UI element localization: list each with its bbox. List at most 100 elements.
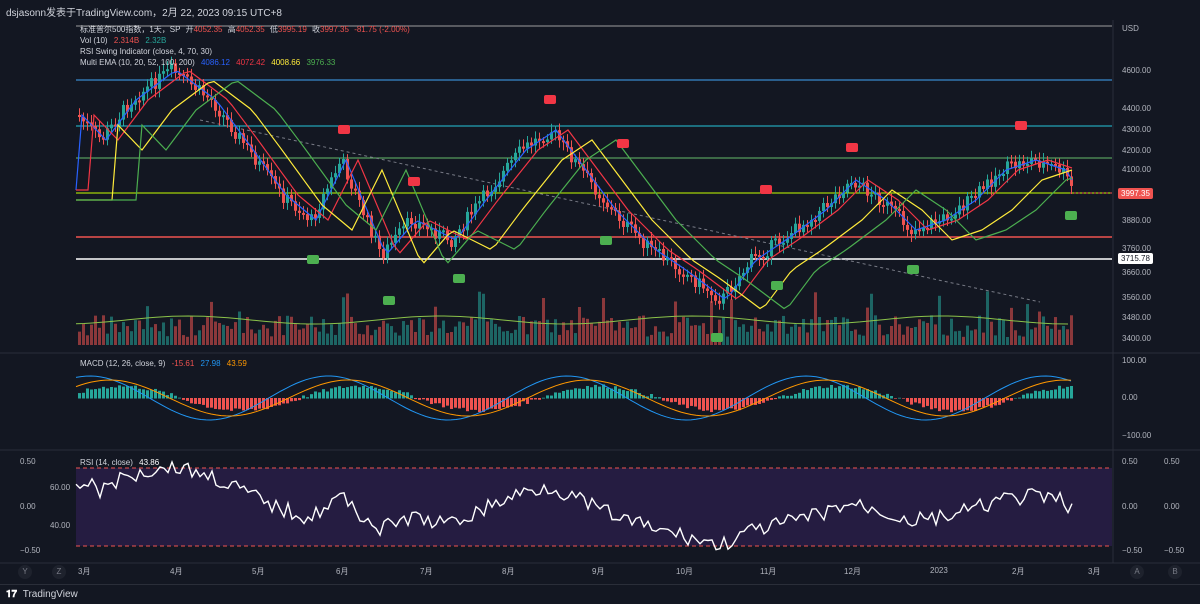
- candle-body: [146, 86, 149, 92]
- candle-body: [982, 186, 985, 189]
- time-label: 5月: [252, 567, 265, 576]
- axis-button-y[interactable]: Y: [18, 565, 32, 579]
- time-label: 3月: [1088, 567, 1101, 576]
- volume-bar: [226, 325, 229, 345]
- rsi-left-tick: 0.50: [20, 457, 36, 466]
- macd-histogram-bar: [246, 398, 249, 410]
- open-value: 4052.35: [193, 25, 223, 34]
- multi-ema-legend[interactable]: Multi EMA (10, 20, 52, 100, 200) 4086.12…: [80, 57, 335, 68]
- candle-body: [774, 238, 777, 241]
- macd-line: [75, 375, 1072, 421]
- macd-histogram-bar: [946, 398, 949, 410]
- candle-body: [126, 104, 129, 112]
- macd-legend[interactable]: MACD (12, 26, close, 9) -15.61 27.98 43.…: [80, 358, 247, 369]
- candle-body: [494, 187, 497, 192]
- buy-signal-marker: [453, 274, 465, 283]
- time-label: 3月: [78, 567, 91, 576]
- rsi-right2-tick: 0.50: [1164, 457, 1180, 466]
- volume-bar: [1018, 335, 1021, 345]
- vol-legend[interactable]: Vol (10) 2.314B 2.32B: [80, 35, 166, 46]
- volume-bar: [418, 317, 421, 345]
- volume-bar: [370, 335, 373, 345]
- candle-body: [970, 195, 973, 198]
- candle-body: [390, 242, 393, 245]
- macd-histogram-bar: [694, 398, 697, 407]
- volume-bar: [194, 335, 197, 345]
- symbol-title: 标准普尔500指数，1天，SP: [80, 25, 181, 34]
- price-tick: 3480.00: [1122, 313, 1151, 322]
- macd-histogram-bar: [594, 384, 597, 399]
- candle-body: [514, 152, 517, 161]
- chart-area[interactable]: 标准普尔500指数，1天，SP 开4052.35 高4052.35 低3995.…: [0, 20, 1200, 584]
- macd-histogram-bar: [762, 398, 765, 403]
- candle-body: [978, 186, 981, 198]
- axis-button-a[interactable]: A: [1130, 565, 1144, 579]
- ema-value-1: 4086.12: [200, 58, 230, 67]
- volume-bar: [810, 319, 813, 345]
- macd-histogram-bar: [466, 398, 469, 412]
- candle-body: [730, 286, 733, 292]
- volume-bar: [498, 326, 501, 345]
- volume-bar: [374, 329, 377, 345]
- sell-signal-marker: [408, 177, 420, 186]
- volume-bar: [706, 333, 709, 345]
- candle-body: [86, 121, 89, 124]
- axis-button-b[interactable]: B: [1168, 565, 1182, 579]
- macd-histogram-bar: [486, 398, 489, 410]
- ema-line: [76, 70, 1073, 300]
- volume-bar: [838, 325, 841, 345]
- macd-histogram-bar: [342, 388, 345, 399]
- macd-histogram-bar: [254, 398, 257, 411]
- candle-body: [642, 237, 645, 249]
- volume-bar: [510, 333, 513, 345]
- buy-signal-marker: [1065, 211, 1077, 220]
- candle-body: [706, 288, 709, 291]
- axis-button-z[interactable]: Z: [52, 565, 66, 579]
- volume-bar: [642, 315, 645, 345]
- candle-body: [906, 224, 909, 230]
- volume-bar: [446, 332, 449, 345]
- candle-body: [1034, 158, 1037, 161]
- volume-bar: [866, 307, 869, 345]
- macd-histogram-bar: [510, 398, 513, 407]
- macd-histogram-bar: [346, 387, 349, 399]
- volume-bar: [954, 331, 957, 345]
- candle-body: [238, 133, 241, 139]
- chart-canvas[interactable]: [0, 20, 1200, 584]
- macd-histogram-bar: [646, 396, 649, 399]
- ema-line: [76, 80, 1073, 310]
- macd-histogram-bar: [154, 388, 157, 399]
- rsi-right-tick: −0.50: [1122, 546, 1143, 555]
- macd-histogram-bar: [326, 391, 329, 399]
- candle-body: [814, 220, 817, 223]
- volume-bar: [770, 331, 773, 345]
- macd-histogram-bar: [598, 386, 601, 399]
- macd-histogram-bar: [1042, 389, 1045, 399]
- volume-bar: [850, 331, 853, 345]
- volume-bar: [758, 328, 761, 345]
- rsi-legend[interactable]: RSI (14, close) 43.86: [80, 457, 159, 468]
- volume-bar: [950, 318, 953, 345]
- volume-bar: [130, 331, 133, 345]
- macd-histogram-bar: [602, 384, 605, 399]
- macd-histogram-bar: [366, 387, 369, 399]
- volume-bar: [670, 333, 673, 345]
- candle-body: [566, 141, 569, 148]
- candle-body: [134, 100, 137, 105]
- macd-tick: −100.00: [1122, 431, 1152, 440]
- candle-body: [154, 78, 157, 89]
- candle-body: [218, 110, 221, 117]
- volume-bar: [326, 333, 329, 345]
- macd-histogram-bar: [994, 398, 997, 406]
- price-tick: 4100.00: [1122, 165, 1151, 174]
- macd-histogram-bar: [374, 387, 377, 399]
- candle-body: [798, 223, 801, 233]
- rsi-swing-legend[interactable]: RSI Swing Indicator (close, 4, 70, 30): [80, 46, 212, 57]
- candle-body: [150, 78, 153, 87]
- volume-bar: [874, 315, 877, 345]
- macd-histogram-bar: [974, 398, 977, 411]
- candle-body: [562, 140, 565, 143]
- volume-bar: [890, 326, 893, 345]
- macd-histogram-bar: [98, 388, 101, 399]
- macd-histogram-bar: [502, 398, 505, 407]
